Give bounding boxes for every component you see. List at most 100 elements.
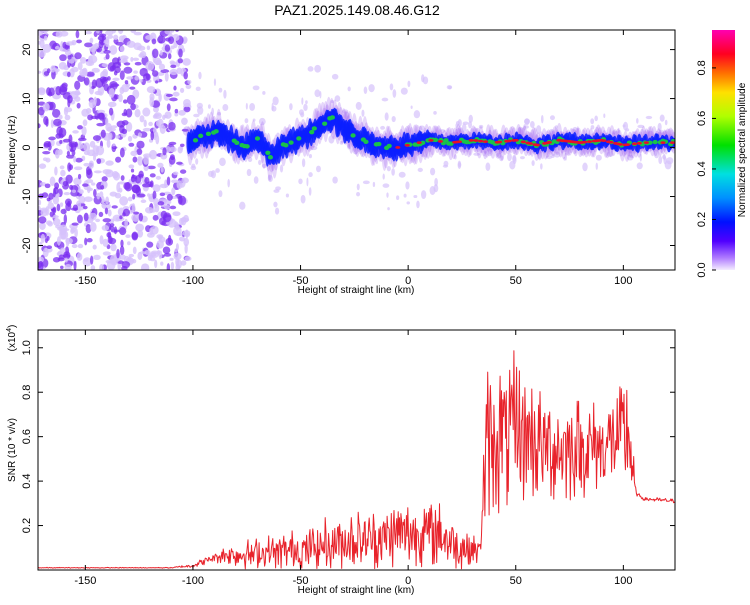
faint-blob xyxy=(343,111,351,120)
noise-blob xyxy=(104,207,109,215)
spectrogram-ylabel: Frequency (Hz) xyxy=(7,116,18,185)
faint-blob xyxy=(540,114,544,124)
noise-blob xyxy=(42,102,50,112)
ridge-core xyxy=(506,139,512,143)
faint-blob xyxy=(403,193,407,198)
noise-blob xyxy=(126,241,131,246)
noise-blob xyxy=(93,254,101,260)
noise-blob xyxy=(128,253,135,258)
ridge-mid xyxy=(267,155,274,160)
noise-blob xyxy=(123,62,131,66)
noise-blob xyxy=(104,38,110,48)
ridge-mid xyxy=(254,136,261,141)
noise-blob xyxy=(79,57,87,64)
faint-blob xyxy=(485,162,491,171)
faint-blob xyxy=(455,120,460,125)
ridge-core xyxy=(660,141,666,145)
faint-blob xyxy=(473,152,480,156)
faint-blob xyxy=(462,121,469,126)
noise-blob xyxy=(51,207,56,213)
faint-blob xyxy=(572,126,578,133)
noise-blob xyxy=(91,182,96,186)
faint-blob xyxy=(308,172,313,178)
noise-blob xyxy=(178,48,183,58)
faint-blob xyxy=(244,118,249,124)
noise-blob xyxy=(59,165,65,170)
noise-blob xyxy=(157,162,164,168)
noise-blob xyxy=(150,251,159,259)
faint-blob xyxy=(289,103,293,111)
faint-blob xyxy=(406,201,410,205)
noise-blob xyxy=(152,190,157,200)
faint-blob xyxy=(219,157,226,167)
noise-blob xyxy=(38,49,46,58)
noise-blob xyxy=(146,86,156,94)
faint-blob xyxy=(386,192,389,198)
noise-blob xyxy=(75,30,80,39)
noise-blob xyxy=(83,196,93,203)
noise-blob xyxy=(96,158,102,165)
noise-blob xyxy=(105,30,114,36)
noise-blob xyxy=(178,109,186,116)
ridge-mid xyxy=(296,136,302,141)
faint-blob xyxy=(389,83,394,91)
noise-blob xyxy=(164,204,171,210)
snr-scale-label: (x104) xyxy=(6,325,18,352)
snr-frame xyxy=(37,329,676,571)
noise-blob xyxy=(73,177,82,186)
noise-blob xyxy=(83,162,90,167)
snr-series-line xyxy=(38,350,675,570)
faint-blob xyxy=(430,167,436,176)
noise-blob xyxy=(148,149,158,160)
noise-blob xyxy=(88,99,96,109)
faint-blob xyxy=(306,177,309,187)
noise-blob xyxy=(89,140,96,148)
faint-blob xyxy=(261,163,268,169)
noise-blob xyxy=(98,112,105,121)
noise-blob xyxy=(76,102,81,109)
faint-blob xyxy=(391,115,396,123)
ridge-mid xyxy=(192,138,199,143)
noise-blob xyxy=(134,61,142,66)
ridge-core xyxy=(473,139,479,142)
faint-blob xyxy=(355,101,362,110)
noise-blob xyxy=(68,141,78,148)
faint-blob xyxy=(347,86,351,92)
faint-blob xyxy=(417,167,423,173)
spectrogram-xlabel: Height of straight line (km) xyxy=(298,285,415,296)
colorbar-gradient xyxy=(712,30,735,270)
noise-blob xyxy=(59,54,67,62)
noise-blob xyxy=(177,195,183,205)
noise-blob xyxy=(118,30,124,35)
faint-blob xyxy=(387,207,390,211)
colorbar: 0.0 0.2 0.4 0.6 0.8 Normalized spectral ampl… xyxy=(696,30,748,278)
noise-blob xyxy=(89,212,97,221)
noise-blob xyxy=(72,130,79,134)
noise-blob xyxy=(155,80,159,84)
noise-blob xyxy=(171,187,176,196)
noise-blob xyxy=(48,136,56,141)
noise-blob xyxy=(77,243,84,249)
faint-blob xyxy=(617,127,620,134)
ridge-core xyxy=(416,141,422,145)
ridge-core xyxy=(513,138,519,142)
noise-blob xyxy=(110,258,118,266)
noise-blob xyxy=(44,35,48,41)
noise-blob xyxy=(73,166,83,171)
noise-blob xyxy=(90,265,96,270)
chart-title: PAZ1.2025.149.08.46.G12 xyxy=(274,2,440,18)
noise-blob xyxy=(71,222,79,226)
noise-blob xyxy=(152,184,161,193)
noise-blob xyxy=(53,186,59,195)
snr-xtick-label: -150 xyxy=(74,575,96,587)
noise-blob xyxy=(170,30,175,33)
noise-blob xyxy=(147,165,156,170)
noise-blob xyxy=(162,147,167,156)
ridge-core xyxy=(478,139,484,143)
noise-blob xyxy=(133,211,140,215)
noise-blob xyxy=(172,91,180,97)
noise-blob xyxy=(73,260,77,270)
noise-blob xyxy=(77,62,83,70)
noise-blob xyxy=(87,55,93,66)
noise-blob xyxy=(59,139,63,144)
